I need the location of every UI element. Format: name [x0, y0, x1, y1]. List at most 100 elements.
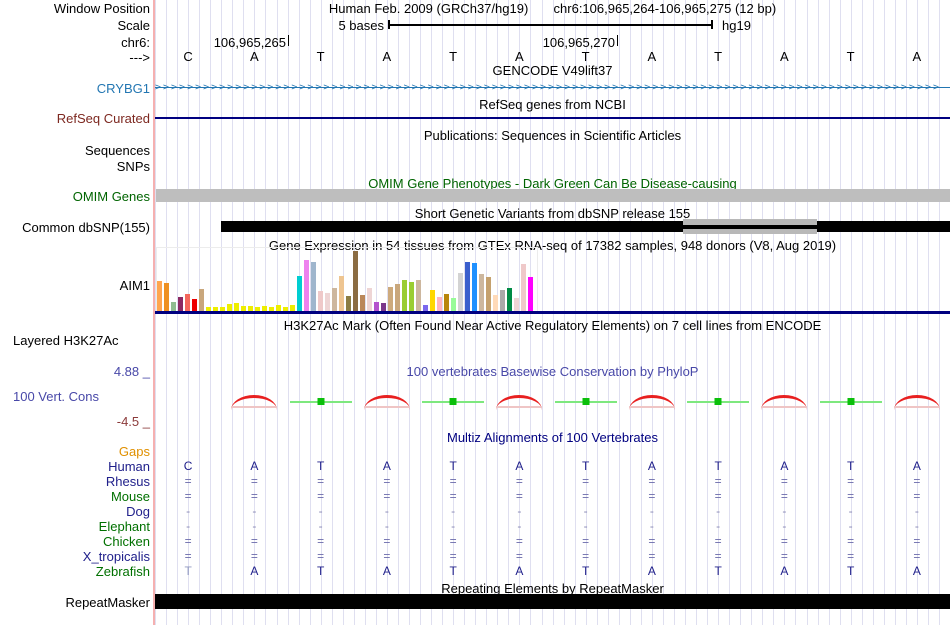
gtex-bar[interactable]	[360, 295, 365, 311]
phylop-arc[interactable]	[231, 395, 278, 410]
gtex-bar[interactable]	[262, 306, 267, 311]
species-label-elephant[interactable]: Elephant	[98, 519, 150, 534]
species-label-mouse[interactable]: Mouse	[110, 489, 150, 504]
gtex-bar[interactable]	[248, 306, 253, 311]
base-letter: A	[912, 49, 922, 64]
gtex-bar[interactable]	[206, 307, 211, 311]
gtex-bar[interactable]	[353, 251, 358, 311]
refseq-gene-bar[interactable]	[155, 117, 950, 119]
gtex-bar[interactable]	[507, 288, 512, 311]
gtex-bar[interactable]	[514, 298, 519, 311]
alignment-cell: =	[449, 549, 457, 563]
alignment-cell: =	[648, 474, 656, 488]
gtex-bar[interactable]	[283, 307, 288, 311]
alignment-cell: -	[583, 504, 588, 518]
gtex-bar[interactable]	[486, 277, 491, 311]
phylop-arc[interactable]	[893, 395, 940, 410]
gtex-bar[interactable]	[318, 291, 323, 311]
gtex-bar[interactable]	[402, 280, 407, 311]
species-label-rhesus[interactable]: Rhesus	[105, 474, 150, 489]
gtex-bar[interactable]	[458, 273, 463, 311]
gtex-bar[interactable]	[479, 274, 484, 311]
h3k27ac-label[interactable]: Layered H3K27Ac	[13, 333, 119, 348]
gtex-bar[interactable]	[395, 284, 400, 311]
phylop-arc[interactable]	[496, 395, 543, 410]
gtex-bar[interactable]	[220, 307, 225, 311]
gtex-bar[interactable]	[332, 288, 337, 311]
gtex-bar[interactable]	[346, 296, 351, 311]
alignment-cell: =	[184, 489, 192, 503]
gtex-bar[interactable]	[430, 290, 435, 311]
base-letter: T	[714, 49, 723, 64]
gtex-bar[interactable]	[500, 290, 505, 311]
gtex-bar[interactable]	[227, 304, 232, 311]
gtex-bar[interactable]	[325, 293, 330, 311]
gtex-gene-label[interactable]: AIM1	[119, 278, 150, 293]
gtex-bar[interactable]	[374, 302, 379, 311]
omim-gene-bar[interactable]	[156, 189, 950, 202]
sequences-label[interactable]: Sequences	[84, 143, 150, 158]
gtex-bar[interactable]	[241, 306, 246, 311]
gtex-bar[interactable]	[528, 277, 533, 311]
gtex-bar[interactable]	[171, 302, 176, 311]
gtex-bar[interactable]	[381, 303, 386, 311]
snps-label[interactable]: SNPs	[116, 159, 150, 174]
species-label-gaps[interactable]: Gaps	[118, 444, 150, 459]
gtex-bar[interactable]	[255, 307, 260, 311]
alignment-cell: -	[318, 504, 323, 518]
species-label-chicken[interactable]: Chicken	[103, 534, 150, 549]
gtex-bar[interactable]	[157, 281, 162, 311]
gtex-bar[interactable]	[409, 282, 414, 311]
repeatmasker-bar[interactable]	[155, 594, 950, 609]
alignment-cell: -	[782, 519, 787, 533]
gencode-strand-arrows[interactable]: >>>>>>>>>>>>>>>>>>>>>>>>>>>>>>>>>>>>>>>>…	[155, 82, 942, 93]
species-label-dog[interactable]: Dog	[126, 504, 150, 519]
gtex-bar[interactable]	[444, 294, 449, 311]
gtex-bar[interactable]	[276, 305, 281, 311]
gtex-bar[interactable]	[451, 298, 456, 311]
repeatmasker-label[interactable]: RepeatMasker	[65, 595, 150, 610]
alignment-cell: T	[714, 564, 722, 578]
alignment-cell: -	[649, 519, 654, 533]
species-label-x_tropicalis[interactable]: X_tropicalis	[82, 549, 150, 564]
gtex-bar[interactable]	[164, 283, 169, 311]
base-letter: A	[382, 49, 392, 64]
phylop-arc[interactable]	[363, 395, 410, 410]
gtex-bar[interactable]	[192, 299, 197, 311]
gtex-bar[interactable]	[423, 305, 428, 311]
gtex-bar[interactable]	[367, 288, 372, 311]
gtex-bar[interactable]	[437, 297, 442, 311]
gtex-bar[interactable]	[234, 303, 239, 311]
alignment-cell: -	[517, 504, 522, 518]
coord-right-tick	[617, 35, 618, 46]
gtex-bar[interactable]	[416, 280, 421, 311]
gtex-bar[interactable]	[388, 287, 393, 311]
gtex-bar[interactable]	[213, 307, 218, 311]
gencode-gene-label[interactable]: CRYBG1	[96, 81, 150, 96]
cons-track-label[interactable]: 100 Vert. Cons	[13, 389, 99, 404]
gtex-bar[interactable]	[493, 295, 498, 311]
dbsnp-label[interactable]: Common dbSNP(155)	[22, 220, 150, 235]
phylop-arc[interactable]	[761, 395, 808, 410]
gtex-bar[interactable]	[465, 262, 470, 311]
gtex-bar[interactable]	[290, 305, 295, 311]
gtex-bar[interactable]	[178, 297, 183, 311]
dbsnp-variant-bar[interactable]	[221, 221, 950, 232]
gtex-bar[interactable]	[185, 294, 190, 311]
omim-genes-label[interactable]: OMIM Genes	[72, 189, 150, 204]
gencode-gene-line[interactable]	[155, 87, 950, 88]
refseq-curated-label[interactable]: RefSeq Curated	[56, 111, 150, 126]
gtex-bar[interactable]	[472, 263, 477, 311]
species-label-human[interactable]: Human	[108, 459, 150, 474]
gtex-bar[interactable]	[297, 276, 302, 311]
species-label-zebrafish[interactable]: Zebrafish	[95, 564, 150, 579]
gtex-bar[interactable]	[311, 262, 316, 311]
gtex-bar[interactable]	[339, 276, 344, 311]
gtex-bar[interactable]	[269, 307, 274, 311]
phylop-arc[interactable]	[628, 395, 675, 410]
gtex-bar[interactable]	[304, 260, 309, 311]
alignment-cell: A	[912, 459, 921, 473]
gtex-bar[interactable]	[199, 289, 204, 311]
alignment-cell: -	[848, 519, 853, 533]
gtex-bar[interactable]	[521, 264, 526, 311]
